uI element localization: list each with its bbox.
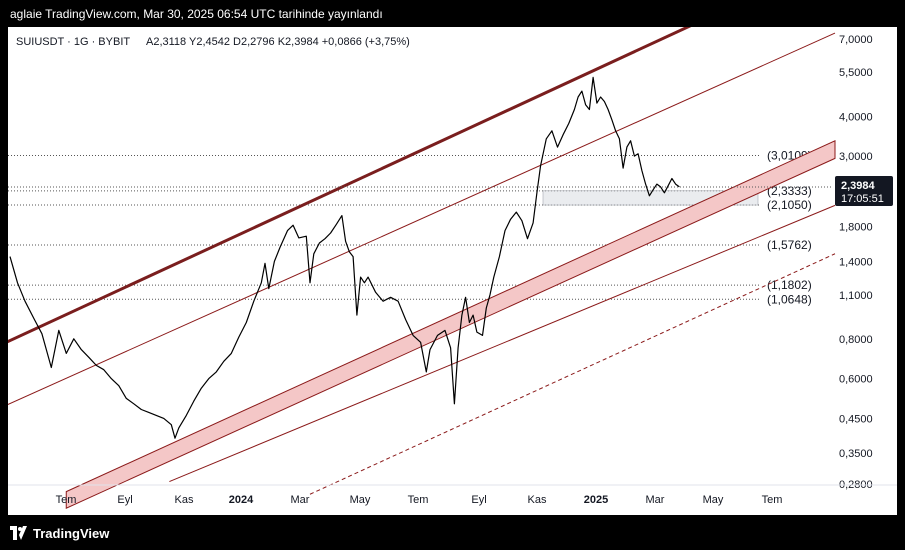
x-tick-label: Tem xyxy=(408,494,429,506)
x-tick-label: Tem xyxy=(762,494,783,506)
y-tick-label: 3,0000 xyxy=(839,151,873,163)
x-tick-label: Kas xyxy=(528,494,547,506)
channel-upper-inner xyxy=(8,32,836,405)
channel-upper-bold xyxy=(8,27,692,344)
y-tick-label: 1,1000 xyxy=(839,290,873,302)
y-tick-label: 1,8000 xyxy=(839,222,873,234)
x-tick-label: 2025 xyxy=(584,494,608,506)
price-badge xyxy=(835,176,893,207)
price-axis: 7,0000 5,5000 4,0000 3,0000 1,8000 1,4000 1,10… xyxy=(8,34,893,491)
price-series xyxy=(9,76,680,439)
channel-lower-dashed xyxy=(309,253,836,495)
x-tick-label: Mar xyxy=(646,494,665,506)
y-tick-label: 0,8000 xyxy=(839,334,873,346)
publish-line: aglaie TradingView.com, Mar 30, 2025 06:… xyxy=(10,7,383,21)
ohlc-readout: A2,3118 Y2,4542 D2,2796 K2,3984 +0,0866 … xyxy=(146,36,410,48)
x-tick-label: May xyxy=(703,494,724,506)
horizontal-levels: (3,0109)(2,3333)(2,1050)(1,5762)(1,1802)… xyxy=(8,149,812,306)
tradingview-brand: TradingView xyxy=(33,526,110,541)
y-tick-label: 0,3500 xyxy=(839,448,873,460)
time-axis: Tem Eyl Kas 2024 Mar May Tem Eyl Kas 2025 Mar May Te… xyxy=(8,484,897,506)
y-tick-label: 1,4000 xyxy=(839,256,873,268)
price-line xyxy=(9,76,680,439)
x-tick-label: Eyl xyxy=(117,494,132,506)
publish-header: aglaie TradingView.com, Mar 30, 2025 06:… xyxy=(0,0,905,27)
price-chart[interactable]: (3,0109)(2,3333)(2,1050)(1,5762)(1,1802)… xyxy=(8,27,897,515)
x-tick-label: Mar xyxy=(291,494,310,506)
level-label: (2,1050) xyxy=(767,198,812,212)
x-tick-label: Kas xyxy=(175,494,194,506)
x-tick-label: 2024 xyxy=(229,494,254,506)
x-tick-label: Tem xyxy=(56,494,77,506)
y-tick-label: 4,0000 xyxy=(839,111,873,123)
y-tick-label: 5,5000 xyxy=(839,67,873,79)
channel-midband xyxy=(65,140,836,510)
channel-lower xyxy=(169,204,836,483)
y-tick-label: 0,6000 xyxy=(839,374,873,386)
price-badge-countdown: 17:05:51 xyxy=(841,193,884,205)
chart-title: SUIUSDT · 1G · BYBIT xyxy=(16,36,130,48)
x-tick-label: May xyxy=(350,494,371,506)
chart-panel[interactable]: (3,0109) (2,3333) (2,1050) (1,5762) (1,1802)… xyxy=(8,27,897,515)
x-tick-label: Eyl xyxy=(471,494,486,506)
tradingview-logo-icon xyxy=(10,526,27,540)
level-label: (1,0648) xyxy=(767,292,812,306)
y-tick-label: 0,4500 xyxy=(839,413,873,425)
trend-channels xyxy=(8,27,836,510)
y-tick-label: 7,0000 xyxy=(839,34,873,46)
level-label: (1,5762) xyxy=(767,238,812,252)
level-label: (1,1802) xyxy=(767,278,812,292)
price-badge-value: 2,3984 xyxy=(841,180,876,192)
footer-bar: TradingView xyxy=(0,515,905,550)
